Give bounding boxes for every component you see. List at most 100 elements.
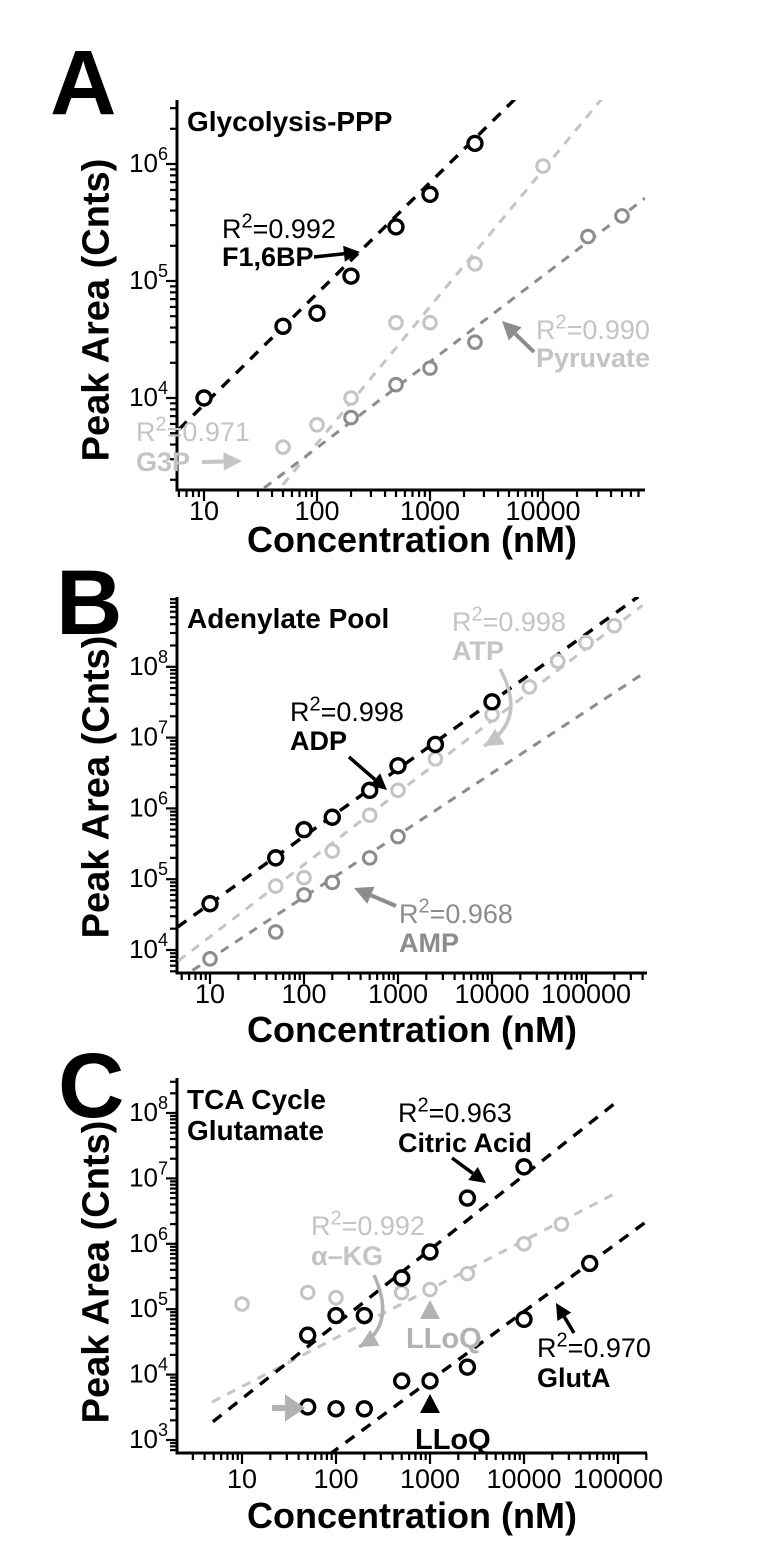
data-point xyxy=(275,439,291,455)
svg-text:Pyruvate: Pyruvate xyxy=(536,343,650,373)
svg-text:LLoQ: LLoQ xyxy=(415,1424,491,1456)
svg-text:GlutA: GlutA xyxy=(537,1363,611,1393)
panel-title: Glycolysis-PPP xyxy=(187,106,392,137)
series-g3p xyxy=(276,100,603,490)
data-point xyxy=(387,218,405,236)
panel-a-plot: 10 100 1000 10000 104 105 106 Glycolysis-PPP R2=… xyxy=(129,100,650,526)
citric-acid-arrow xyxy=(450,1156,486,1183)
svg-text:LLoQ: LLoQ xyxy=(406,1323,482,1355)
svg-text:R2=0.992: R2=0.992 xyxy=(311,1208,425,1241)
x-axis-title-b: Concentration (nM) xyxy=(247,1009,577,1050)
panel-b-plot: 10 100 1000 10000 100000 104 105 106 107 108 Adeny… xyxy=(129,597,647,1009)
x-axis-title-a: Concentration (nM) xyxy=(247,519,577,560)
svg-text:105: 105 xyxy=(129,859,168,893)
svg-text:R2=0.990: R2=0.990 xyxy=(536,312,650,345)
data-point xyxy=(343,390,359,406)
svg-text:R2=0.971: R2=0.971 xyxy=(136,414,250,447)
svg-text:100: 100 xyxy=(281,979,326,1009)
gluta-arrow xyxy=(556,1303,576,1334)
svg-text:R2=0.992: R2=0.992 xyxy=(222,211,336,244)
data-point xyxy=(459,1265,476,1282)
data-point xyxy=(299,1326,317,1344)
svg-text:10000: 10000 xyxy=(454,979,529,1009)
svg-text:105: 105 xyxy=(129,261,168,295)
markers-atp xyxy=(267,617,623,894)
svg-text:103: 103 xyxy=(129,1420,168,1454)
markers-g3p xyxy=(275,158,551,455)
panel-letter-c: C xyxy=(58,1035,125,1137)
svg-text:104: 104 xyxy=(129,930,168,964)
data-point xyxy=(324,843,341,859)
data-point xyxy=(553,1216,570,1232)
fit-line xyxy=(185,670,647,973)
f16bp-arrow xyxy=(313,245,360,262)
pyruvate-arrow xyxy=(502,321,536,354)
svg-text:10: 10 xyxy=(227,1464,257,1494)
svg-text:100: 100 xyxy=(294,496,339,526)
markers-adp xyxy=(201,693,501,913)
svg-text:105: 105 xyxy=(129,1289,168,1323)
series-pyruvate xyxy=(263,197,645,490)
amp-arrow xyxy=(354,886,397,908)
data-point xyxy=(308,304,326,322)
axes: 10 100 1000 10000 100000 104 105 106 107 108 xyxy=(129,597,647,1009)
data-point xyxy=(201,895,219,913)
data-point xyxy=(323,808,341,826)
data-point xyxy=(274,317,292,336)
data-point xyxy=(427,751,444,767)
svg-text:107: 107 xyxy=(129,1158,168,1192)
svg-text:108: 108 xyxy=(129,1093,168,1127)
lloq-marker-gluta xyxy=(420,1394,440,1413)
data-point xyxy=(361,781,379,800)
series-amp xyxy=(185,670,647,973)
data-point xyxy=(535,158,551,174)
svg-text:R2=0.970: R2=0.970 xyxy=(537,1330,651,1363)
data-point xyxy=(426,735,445,754)
axes: 10 100 1000 10000 104 105 106 xyxy=(129,100,645,526)
fit-line xyxy=(177,604,644,963)
svg-text:Glycolysis-PPP: Glycolysis-PPP xyxy=(187,106,392,137)
panel-letter-a: A xyxy=(50,32,117,134)
svg-text:ADP: ADP xyxy=(290,726,347,756)
data-point xyxy=(393,1284,410,1301)
svg-text:R2=0.968: R2=0.968 xyxy=(399,896,513,929)
data-point xyxy=(422,360,438,376)
data-point xyxy=(299,1284,316,1301)
svg-text:TCA Cycle: TCA Cycle xyxy=(187,1084,326,1115)
data-point xyxy=(342,267,360,285)
svg-text:Adenylate Pool: Adenylate Pool xyxy=(187,603,389,634)
data-point xyxy=(327,1306,345,1325)
data-point xyxy=(390,782,406,799)
svg-text:F1,6BP: F1,6BP xyxy=(222,242,314,272)
data-point xyxy=(296,869,312,886)
data-point xyxy=(521,679,538,695)
lloq-label-gluta: LLoQ xyxy=(415,1424,491,1456)
data-point xyxy=(202,951,218,967)
data-point xyxy=(361,850,378,866)
data-point xyxy=(421,1372,439,1390)
data-point xyxy=(578,634,594,651)
markers-f1-6bp xyxy=(195,134,484,407)
markers-gluta-below-lloq xyxy=(299,1398,373,1418)
panel-title: Adenylate Pool xyxy=(187,603,389,634)
data-point xyxy=(234,1296,250,1312)
markers-pyruvate xyxy=(343,208,630,426)
svg-text:104: 104 xyxy=(129,378,168,412)
data-point xyxy=(422,314,438,331)
g3p-arrow xyxy=(201,452,242,471)
data-point xyxy=(393,1269,411,1287)
svg-text:R2=0.963: R2=0.963 xyxy=(398,1095,512,1128)
svg-text:10: 10 xyxy=(195,979,225,1009)
data-point xyxy=(388,376,404,393)
svg-text:10000: 10000 xyxy=(486,1464,561,1494)
data-point xyxy=(458,1189,477,1207)
adp-arrow xyxy=(347,755,387,790)
